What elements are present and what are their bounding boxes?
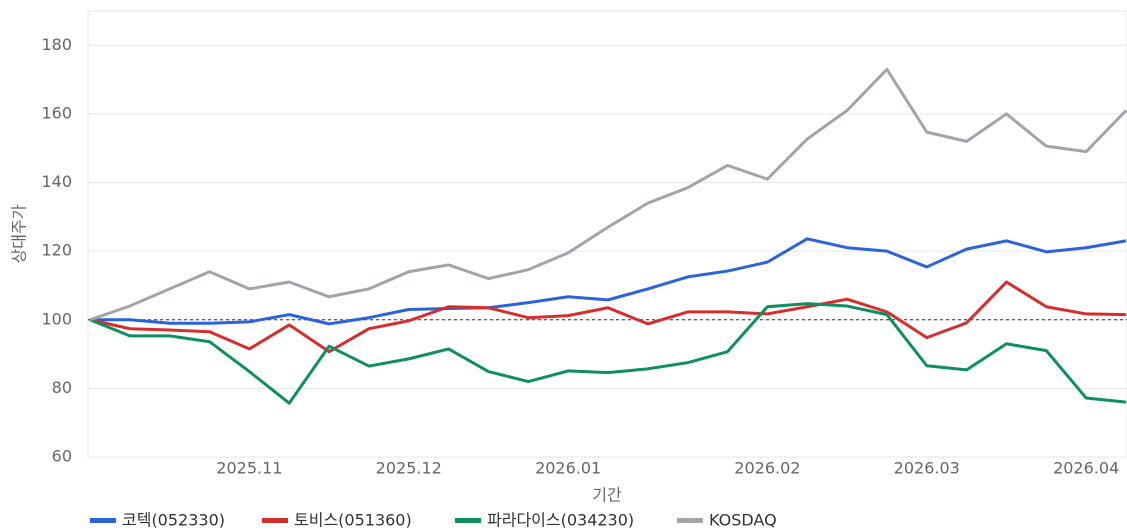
x-tick-label: 2026.04 [1053,459,1119,478]
y-tick-label: 100 [41,309,72,328]
y-tick-label: 160 [41,103,72,122]
y-tick-label: 120 [41,241,72,260]
series-line [89,67,1127,322]
legend-swatch [262,518,288,523]
x-tick-label: 2026.03 [894,459,960,478]
legend-swatch [677,518,703,523]
legend-swatch [455,518,481,523]
legend-swatch [90,518,116,523]
legend-label: 토비스(051360) [294,511,412,530]
x-tick-label: 2026.01 [535,459,601,478]
y-tick-label: 180 [41,35,72,54]
legend-label: 파라다이스(034230) [487,511,634,530]
series-line [89,280,1127,354]
x-tick-label: 2025.12 [376,459,442,478]
series-line [90,237,1127,326]
plot-area [87,10,1127,458]
x-tick-label: 2025.11 [216,459,282,478]
y-tick-label: 60 [52,447,72,466]
x-axis-label: 기간 [592,486,622,505]
series-line [89,302,1127,405]
legend-label: 코텍(052330) [122,511,225,530]
legend-label: KOSDAQ [709,511,777,530]
y-axis-label: 상대주가 [10,204,29,263]
x-tick-label: 2026.02 [734,459,800,478]
y-tick-label: 140 [41,172,72,191]
y-tick-label: 80 [52,378,72,397]
